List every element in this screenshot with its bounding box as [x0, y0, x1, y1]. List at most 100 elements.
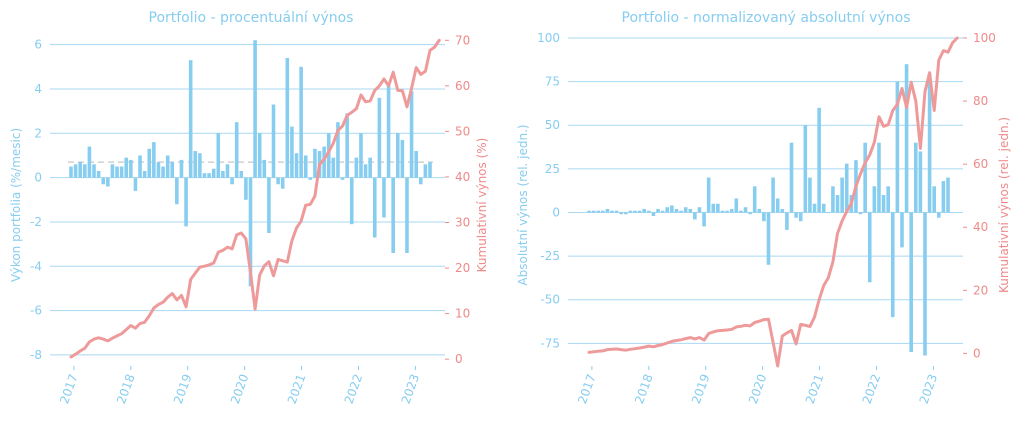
bar	[619, 212, 624, 215]
right-tick-label: 30	[455, 216, 470, 230]
x-tick-label: 2018	[114, 372, 138, 405]
bar	[129, 159, 133, 178]
bar	[835, 195, 840, 213]
bar	[628, 210, 633, 213]
bar	[170, 162, 175, 178]
x-tick-label: 2021	[803, 372, 827, 405]
bar	[697, 207, 702, 213]
bar	[73, 164, 78, 178]
bar	[285, 57, 290, 178]
bar	[234, 122, 239, 178]
bar	[927, 72, 932, 213]
bar	[184, 177, 188, 227]
bar	[734, 198, 739, 213]
right-tick-label: 80	[973, 94, 988, 108]
chart-normalized-return: Portfolio - normalizovaný absolutní výno…	[516, 10, 1011, 406]
x-tick-label: 2023	[917, 372, 941, 405]
chart-title: Portfolio - procentuální výnos	[149, 10, 354, 26]
bar	[202, 173, 207, 178]
bar	[693, 212, 697, 220]
bar	[757, 208, 762, 213]
bar	[87, 146, 92, 178]
bar	[651, 212, 656, 216]
bar	[179, 159, 184, 178]
bar	[665, 207, 670, 213]
bar	[913, 142, 918, 213]
bar	[377, 97, 382, 178]
bar	[78, 162, 83, 178]
bar	[221, 170, 225, 178]
bar	[711, 203, 716, 213]
bar	[890, 212, 895, 318]
left-tick-label: -4	[30, 259, 42, 273]
bar	[124, 157, 129, 178]
bar	[257, 133, 262, 178]
bar	[216, 133, 221, 178]
x-tick-label: 2019	[171, 372, 195, 405]
bar	[175, 177, 179, 205]
x-tick-label: 2017	[575, 372, 599, 405]
bar	[262, 159, 267, 178]
bar	[290, 126, 294, 178]
bar	[601, 210, 605, 213]
left-tick-label: 2	[34, 126, 42, 140]
bar	[647, 210, 651, 213]
bar	[147, 148, 152, 178]
bar	[762, 212, 766, 222]
bar	[858, 212, 863, 215]
bar	[766, 212, 771, 265]
bar	[936, 212, 941, 218]
bar	[423, 164, 428, 178]
right-tick-label: 40	[455, 170, 470, 184]
left-tick-label: 0	[34, 171, 42, 185]
bar	[729, 208, 734, 213]
bar	[198, 153, 202, 178]
bar	[923, 212, 927, 356]
bar	[400, 139, 405, 178]
bar	[101, 177, 106, 185]
bar	[780, 208, 785, 213]
bar	[230, 177, 234, 185]
bar	[308, 177, 313, 180]
chart-percent-return: Portfolio - procentuální výnos Výkon por…	[9, 10, 489, 406]
bar	[720, 210, 725, 213]
bar	[932, 186, 936, 213]
bar	[660, 210, 665, 213]
bar	[92, 164, 96, 178]
bar	[798, 212, 803, 222]
bar	[817, 107, 821, 213]
bar	[391, 177, 395, 253]
x-tick-label: 2017	[57, 372, 81, 405]
right-axis-label: Kumulativní výnos (rel. jedn.)	[997, 117, 1011, 293]
bar	[133, 177, 138, 191]
bar	[683, 207, 688, 213]
bar	[409, 91, 414, 178]
bar	[161, 166, 165, 178]
x-tick-label: 2019	[689, 372, 713, 405]
bar	[748, 212, 752, 215]
bar	[331, 157, 336, 178]
bar	[106, 177, 110, 187]
left-tick-label: -25	[540, 249, 560, 263]
bar	[725, 210, 729, 213]
bar	[904, 64, 909, 213]
left-tick-label: 0	[552, 205, 560, 219]
bar	[633, 210, 637, 213]
x-tick-label: 2022	[860, 372, 884, 405]
x-tick-label: 2018	[632, 372, 656, 405]
bar	[881, 195, 886, 213]
right-tick-label: 10	[455, 307, 470, 321]
bar	[69, 166, 73, 178]
bar	[863, 142, 867, 213]
bar	[812, 203, 817, 213]
bar	[96, 170, 101, 178]
left-tick-label: -8	[30, 348, 42, 362]
bar	[706, 177, 711, 213]
bar	[428, 162, 432, 178]
x-tick-label: 2020	[228, 372, 252, 405]
bar	[895, 81, 900, 213]
bar	[349, 177, 354, 225]
bar	[771, 177, 775, 213]
left-tick-label: 75	[545, 75, 560, 89]
bar	[294, 153, 299, 178]
